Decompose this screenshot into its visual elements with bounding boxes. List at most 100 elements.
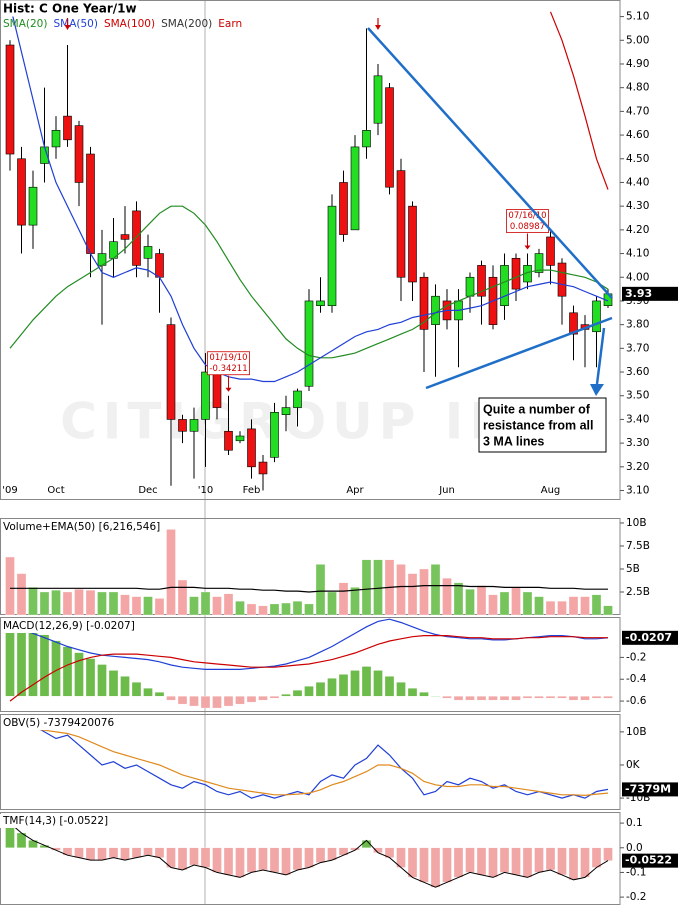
panel-title-bg xyxy=(1,0,139,17)
panel-frame xyxy=(0,714,621,810)
candle-body xyxy=(465,276,475,297)
bar xyxy=(177,847,188,871)
bar xyxy=(120,847,130,861)
bar xyxy=(373,670,383,697)
y-tick-label: 5.00 xyxy=(626,34,649,46)
bar xyxy=(292,601,303,616)
candle-body xyxy=(304,300,314,387)
bar xyxy=(189,596,199,616)
bar xyxy=(315,564,326,616)
bar xyxy=(269,603,280,616)
x-tick-label: '09 xyxy=(2,485,17,496)
bar xyxy=(131,682,142,697)
bar xyxy=(85,847,96,861)
candle-body xyxy=(155,253,164,278)
y-tick-label: 10B xyxy=(626,517,647,529)
bar xyxy=(603,847,613,861)
bar xyxy=(511,587,521,616)
last-value-label: 3.93 xyxy=(625,287,652,300)
bar xyxy=(246,603,257,616)
bar xyxy=(603,696,613,699)
bar xyxy=(108,847,119,858)
bar xyxy=(235,601,245,616)
annotation-text: 0.08987 xyxy=(510,222,545,232)
bar xyxy=(407,847,418,878)
bar xyxy=(476,847,487,876)
note-text: resistance from all xyxy=(483,418,593,432)
bar xyxy=(62,646,73,697)
bar xyxy=(580,847,590,878)
bar xyxy=(39,634,50,697)
bar xyxy=(407,573,418,616)
bar xyxy=(39,591,50,616)
bar xyxy=(407,688,418,697)
candle-body xyxy=(51,130,61,148)
x-tick-label: Feb xyxy=(243,485,261,496)
bar xyxy=(396,682,406,697)
candle-body xyxy=(534,253,544,273)
bar xyxy=(534,696,544,699)
candle-body xyxy=(569,312,578,335)
candle-body xyxy=(592,300,601,333)
annotation-arrow-head xyxy=(524,245,531,250)
bar xyxy=(522,696,533,699)
bar xyxy=(419,692,429,697)
series-line xyxy=(549,11,609,190)
y-tick-label: 3.60 xyxy=(626,366,649,378)
bar xyxy=(223,847,234,876)
y-tick-label: 5B xyxy=(626,563,640,575)
trend-line xyxy=(425,316,613,390)
bar xyxy=(212,847,222,873)
candle-body xyxy=(327,205,337,306)
y-tick-label: -0.2 xyxy=(626,651,647,663)
bar xyxy=(442,847,452,883)
bar xyxy=(258,605,268,616)
panel-title: OBV(5) -7379420076 xyxy=(3,717,114,729)
bar xyxy=(545,696,556,699)
note-text: Quite a number of xyxy=(483,402,591,416)
y-tick-label: 4.00 xyxy=(626,271,649,283)
candle-body xyxy=(132,210,141,266)
bar xyxy=(200,591,211,616)
bar xyxy=(315,847,326,863)
bar xyxy=(476,696,487,701)
bar xyxy=(453,847,464,878)
last-value-box xyxy=(622,853,678,868)
bar xyxy=(304,847,314,868)
bar xyxy=(189,696,199,707)
earnings-arrow-head xyxy=(375,25,381,30)
candle-body xyxy=(189,419,199,432)
panel-title-bg xyxy=(1,520,163,534)
bar xyxy=(580,696,590,701)
bar xyxy=(327,678,337,697)
bar xyxy=(85,590,96,616)
candle-body xyxy=(419,276,429,330)
panel-title: MACD(12,26,9) [-0.0207] xyxy=(3,620,135,632)
bar xyxy=(74,652,84,697)
y-tick-label: 3.10 xyxy=(626,485,649,497)
bar xyxy=(143,596,153,616)
bar xyxy=(522,591,533,616)
bar xyxy=(476,585,487,616)
last-value-box xyxy=(622,782,678,797)
bar xyxy=(177,579,188,616)
bar xyxy=(591,847,602,868)
bar xyxy=(361,559,372,616)
candle-body xyxy=(396,170,406,278)
y-tick-label: 3.40 xyxy=(626,413,649,425)
y-tick-label: 3.20 xyxy=(626,461,649,473)
bar xyxy=(396,564,406,616)
bar xyxy=(28,587,38,616)
candle-body xyxy=(339,182,348,235)
candle-body xyxy=(28,186,38,226)
candle-body xyxy=(86,153,95,254)
bar xyxy=(143,847,153,856)
candle-body xyxy=(511,257,521,290)
bar xyxy=(442,578,452,616)
bar xyxy=(74,847,84,858)
bar xyxy=(442,696,452,699)
y-tick-label: 4.20 xyxy=(626,224,649,236)
